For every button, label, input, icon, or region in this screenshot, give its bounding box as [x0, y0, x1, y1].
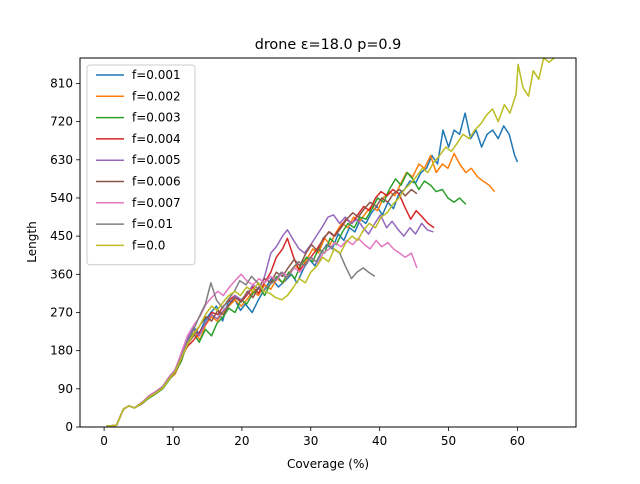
x-tick-label: 10: [165, 434, 180, 448]
x-tick-label: 60: [510, 434, 525, 448]
legend-label: f=0.007: [132, 196, 181, 210]
y-tick-label: 0: [65, 420, 73, 434]
legend-label: f=0.003: [132, 111, 181, 125]
y-tick-label: 630: [50, 153, 73, 167]
y-tick-label: 810: [50, 76, 73, 90]
y-tick-label: 180: [50, 344, 73, 358]
y-tick-label: 450: [50, 229, 73, 243]
legend-box: [86, 64, 196, 266]
y-axis: 0 90 180 270 360 450 540 630 720 810: [50, 76, 80, 434]
series-layer: [106, 58, 555, 427]
y-tick-label: 90: [58, 382, 73, 396]
legend-label: f=0.005: [132, 153, 181, 167]
legend-label: f=0.004: [132, 132, 181, 146]
legend-label: f=0.002: [132, 89, 181, 103]
x-tick-label: 40: [372, 434, 387, 448]
y-tick-label: 360: [50, 267, 73, 281]
x-tick-label: 50: [441, 434, 456, 448]
y-tick-label: 720: [50, 115, 73, 129]
x-axis: 0 10 20 30 40 50 60: [100, 427, 525, 448]
chart-title: drone ε=18.0 p=0.9: [255, 37, 402, 53]
plot-frame: [79, 57, 577, 428]
legend-label: f=0.006: [132, 175, 181, 189]
legend-label: f=0.01: [132, 217, 173, 231]
x-tick-label: 30: [303, 434, 318, 448]
y-tick-label: 270: [50, 305, 73, 319]
y-tick-label: 540: [50, 191, 73, 205]
x-tick-label: 20: [234, 434, 249, 448]
legend: f=0.001 f=0.002 f=0.003 f=0.004 f=0.005 f=0.0…: [86, 64, 196, 266]
series-line-8: [106, 58, 555, 427]
legend-label: f=0.0: [132, 238, 165, 252]
legend-label: f=0.001: [132, 68, 181, 82]
y-axis-title: Length: [25, 221, 39, 262]
x-tick-label: 0: [100, 434, 108, 448]
x-axis-title: Coverage (%): [287, 457, 369, 471]
